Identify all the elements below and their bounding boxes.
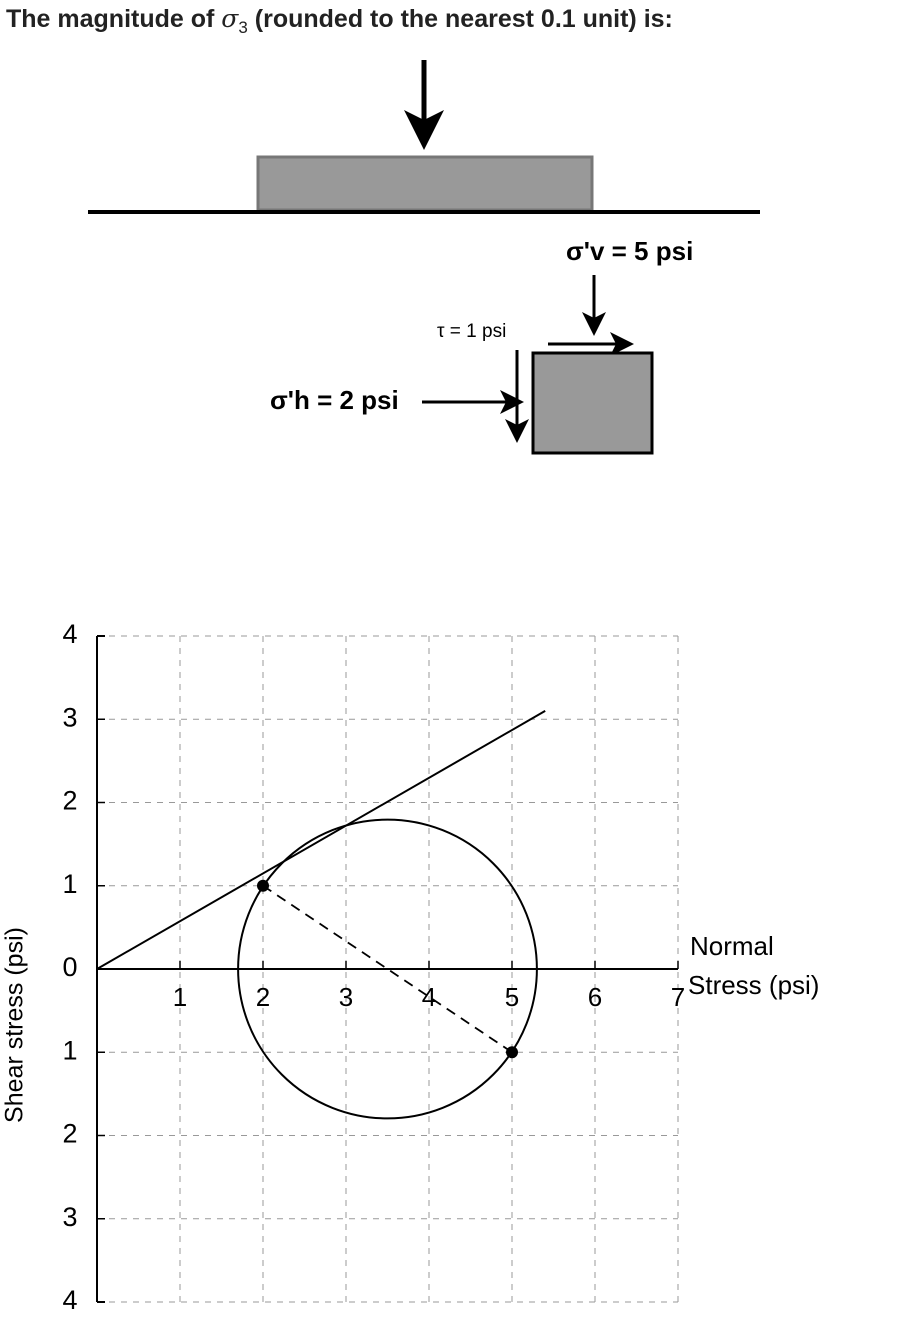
stress-point	[506, 1046, 518, 1059]
soil-element	[531, 351, 654, 455]
mohr-circle	[237, 818, 538, 1120]
x-tick-label: 4	[422, 982, 436, 1012]
sigma-v-label: σ'v = 5 psi	[566, 236, 693, 266]
subscript: 3	[238, 18, 248, 37]
x-tick-label: 3	[339, 982, 353, 1012]
x-tick-label: 1	[173, 982, 187, 1012]
symbol: σ	[221, 4, 239, 33]
stress-point	[257, 879, 269, 892]
y-tick-label: 0	[62, 952, 77, 982]
y-tick-label: 1	[62, 1035, 77, 1065]
y-tick-label: 3	[62, 1202, 77, 1232]
tau-label: τ = 1 psi	[437, 321, 506, 342]
sigma-h-label: σ'h = 2 psi	[270, 385, 399, 415]
y-tick-label: 4	[62, 619, 77, 649]
y-tick-label: 4	[62, 1285, 77, 1315]
question-text: The magnitude of	[6, 5, 215, 33]
question: The magnitude of σ3 (rounded to the near…	[6, 4, 673, 38]
footing	[256, 155, 594, 212]
x-axis-label: Normal	[690, 931, 774, 961]
x-tick-label: 5	[505, 982, 519, 1012]
question-text: (rounded to the nearest 0.1 unit) is:	[254, 5, 673, 33]
y-axis-label: Shear stress (psi)	[1, 927, 29, 1123]
footing-diagram: σ'v = 5 psi τ = 1 psi σ'h = 2 psi	[88, 60, 760, 455]
x-tick-label: 2	[256, 982, 270, 1012]
y-tick-label: 3	[62, 702, 77, 732]
failure-envelope	[96, 710, 546, 970]
y-tick-label: 1	[62, 869, 77, 899]
y-tick-label: 2	[62, 786, 77, 816]
y-tick-label: 2	[62, 1119, 77, 1149]
x-axis-label: Stress (psi)	[688, 970, 819, 1000]
x-tick-label: 7	[671, 982, 685, 1012]
x-tick-label: 6	[588, 982, 602, 1012]
